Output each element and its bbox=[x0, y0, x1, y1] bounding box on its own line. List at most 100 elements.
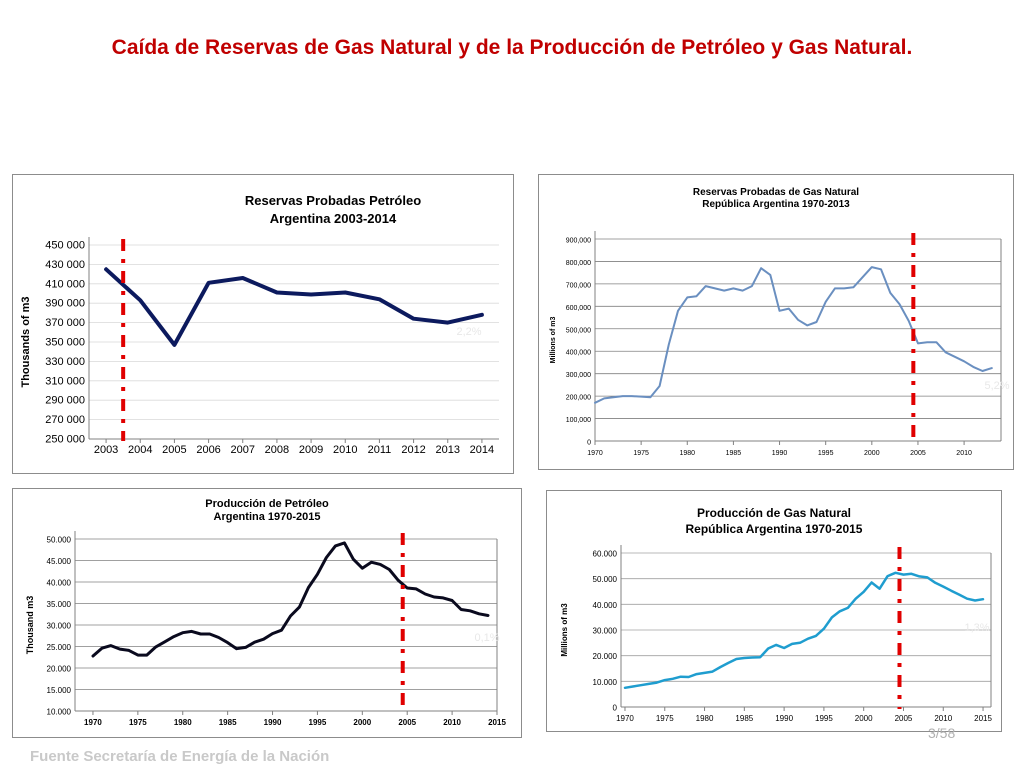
chart-title-line: Reservas Probadas Petróleo bbox=[245, 193, 421, 208]
x-tick-label: 2003 bbox=[94, 444, 118, 456]
x-tick-label: 2010 bbox=[333, 444, 357, 456]
chart-gas-production: Producción de Gas Natural República Argen… bbox=[546, 490, 1002, 732]
y-tick-label: 370 000 bbox=[45, 317, 85, 329]
series-line bbox=[104, 267, 484, 347]
y-tick-label: 30.000 bbox=[593, 627, 618, 636]
y-tick-label: 330 000 bbox=[45, 356, 85, 368]
x-tick-label: 2010 bbox=[443, 718, 461, 727]
chart-title-line: Reservas Probadas de Gas Natural bbox=[693, 187, 859, 198]
y-tick-label: 10.000 bbox=[593, 678, 618, 687]
x-tick-label: 1995 bbox=[309, 718, 327, 727]
y-tick-label: 100,000 bbox=[566, 417, 591, 424]
x-tick-label: 1970 bbox=[84, 718, 102, 727]
y-tick-label: 25.000 bbox=[47, 643, 72, 652]
chart-title-line: República Argentina 1970-2013 bbox=[702, 199, 850, 210]
y-tick-label: 60.000 bbox=[593, 550, 618, 559]
x-tick-label: 2005 bbox=[895, 714, 913, 723]
y-tick-label: 500,000 bbox=[566, 327, 591, 334]
y-tick-label: 50.000 bbox=[47, 536, 72, 545]
x-tick-label: 2004 bbox=[128, 444, 152, 456]
y-tick-label: 40.000 bbox=[593, 601, 618, 610]
y-tick-label: 30.000 bbox=[47, 622, 72, 631]
x-tick-label: 2000 bbox=[855, 714, 873, 723]
x-tick-label: 2011 bbox=[368, 444, 392, 456]
x-tick-label: 2010 bbox=[956, 450, 972, 457]
chart-oil-production: Producción de Petróleo Argentina 1970-201… bbox=[12, 488, 522, 738]
x-tick-label: 2012 bbox=[401, 444, 425, 456]
y-tick-label: 450 000 bbox=[45, 240, 85, 252]
annotation-label: 5,2% bbox=[984, 380, 1009, 392]
footer-source: Fuente Secretaría de Energía de la Nació… bbox=[30, 748, 330, 765]
chart-title-line: Argentina 2003-2014 bbox=[270, 211, 397, 226]
oil-reserves-svg: Reservas Probadas Petróleo Argentina 2003… bbox=[20, 193, 499, 456]
y-tick-label: 310 000 bbox=[45, 375, 85, 387]
y-tick-label: 0 bbox=[587, 440, 591, 447]
chart-title-line: República Argentina 1970-2015 bbox=[686, 522, 863, 536]
y-tick-label: 270 000 bbox=[45, 414, 85, 426]
x-tick-label: 2015 bbox=[974, 714, 992, 723]
x-tick-label: 1970 bbox=[616, 714, 634, 723]
y-tick-label: 20.000 bbox=[47, 665, 72, 674]
annotation-label: 0,1% bbox=[474, 632, 499, 644]
series-line bbox=[594, 266, 993, 404]
x-tick-label: 2013 bbox=[436, 444, 460, 456]
chart-title-line: Producción de Petróleo bbox=[205, 498, 329, 510]
x-tick-label: 1970 bbox=[587, 450, 603, 457]
y-tick-label: 15.000 bbox=[47, 686, 72, 695]
x-tick-label: 1980 bbox=[174, 718, 192, 727]
y-tick-label: 250 000 bbox=[45, 434, 85, 446]
y-tick-label: 50.000 bbox=[593, 575, 618, 584]
y-axis-label: Thousands of m3 bbox=[20, 296, 32, 387]
y-tick-label: 300,000 bbox=[566, 372, 591, 379]
y-tick-label: 410 000 bbox=[45, 278, 85, 290]
x-tick-label: 1995 bbox=[818, 450, 834, 457]
y-tick-label: 800,000 bbox=[566, 260, 591, 267]
y-tick-label: 700,000 bbox=[566, 282, 591, 289]
annotation-label: 2,2% bbox=[456, 326, 481, 338]
y-axis-label: Millions of m3 bbox=[550, 317, 557, 364]
x-tick-label: 2015 bbox=[488, 718, 506, 727]
x-tick-label: 2005 bbox=[910, 450, 926, 457]
slide-title: Caída de Reservas de Gas Natural y de la… bbox=[111, 36, 913, 59]
y-tick-label: 10.000 bbox=[47, 708, 72, 717]
series-line bbox=[623, 571, 985, 690]
x-tick-label: 1990 bbox=[775, 714, 793, 723]
y-axis-label: Thousand m3 bbox=[25, 596, 35, 655]
x-tick-label: 1985 bbox=[735, 714, 753, 723]
series-line bbox=[91, 541, 490, 658]
x-tick-label: 2009 bbox=[299, 444, 323, 456]
x-tick-label: 1980 bbox=[679, 450, 695, 457]
x-tick-label: 2005 bbox=[398, 718, 416, 727]
x-tick-label: 2000 bbox=[353, 718, 371, 727]
page-number: 3/58 bbox=[928, 725, 956, 741]
x-tick-label: 1975 bbox=[656, 714, 674, 723]
y-tick-label: 430 000 bbox=[45, 259, 85, 271]
y-tick-label: 350 000 bbox=[45, 337, 85, 349]
gas-production-svg: Producción de Gas Natural República Argen… bbox=[560, 506, 992, 723]
y-tick-label: 45.000 bbox=[47, 557, 72, 566]
annotation-label: 1,3% bbox=[964, 622, 989, 634]
chart-gas-reserves: Reservas Probadas de Gas Natural Repúblic… bbox=[538, 174, 1014, 470]
x-tick-label: 1995 bbox=[815, 714, 833, 723]
x-tick-label: 1990 bbox=[772, 450, 788, 457]
x-tick-label: 1975 bbox=[129, 718, 147, 727]
y-tick-label: 0 bbox=[613, 704, 618, 713]
x-tick-label: 2008 bbox=[265, 444, 289, 456]
x-tick-label: 2006 bbox=[196, 444, 220, 456]
chart-oil-reserves: Reservas Probadas Petróleo Argentina 2003… bbox=[12, 174, 514, 474]
x-tick-label: 1985 bbox=[219, 718, 237, 727]
x-tick-label: 2005 bbox=[162, 444, 186, 456]
y-tick-label: 40.000 bbox=[47, 579, 72, 588]
y-tick-label: 390 000 bbox=[45, 298, 85, 310]
y-tick-label: 200,000 bbox=[566, 395, 591, 402]
x-tick-label: 1985 bbox=[726, 450, 742, 457]
y-tick-label: 20.000 bbox=[593, 652, 618, 661]
x-tick-label: 2000 bbox=[864, 450, 880, 457]
x-tick-label: 2007 bbox=[231, 444, 255, 456]
y-tick-label: 290 000 bbox=[45, 395, 85, 407]
x-tick-label: 2014 bbox=[470, 444, 494, 456]
chart-title-line: Producción de Gas Natural bbox=[697, 506, 851, 520]
y-tick-label: 600,000 bbox=[566, 305, 591, 312]
x-tick-label: 2010 bbox=[934, 714, 952, 723]
